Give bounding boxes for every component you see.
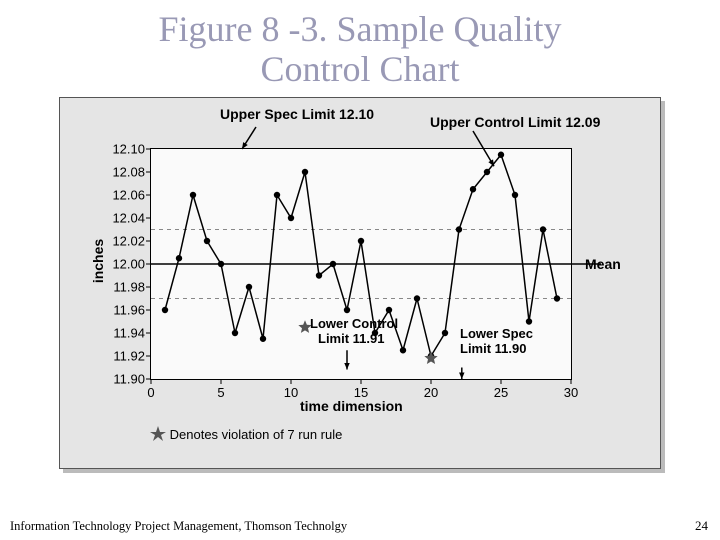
y-tick-label: 11.94 bbox=[113, 326, 145, 341]
x-axis-label: time dimension bbox=[300, 398, 403, 414]
ann-lcl1: Lower Control bbox=[310, 316, 398, 331]
page-number: 24 bbox=[695, 518, 708, 534]
title-line2: Control Chart bbox=[261, 49, 460, 89]
x-tick-label: 5 bbox=[217, 385, 224, 400]
star-icon bbox=[150, 426, 166, 442]
x-tick-label: 10 bbox=[284, 385, 298, 400]
ann-lcl2: Limit 11.91 bbox=[318, 331, 384, 346]
y-tick-label: 12.00 bbox=[112, 257, 145, 272]
y-tick-label: 12.02 bbox=[112, 234, 145, 249]
y-tick-label: 11.98 bbox=[113, 280, 145, 295]
ann-lsl1: Lower Spec bbox=[460, 326, 533, 341]
footer-text: Information Technology Project Managemen… bbox=[10, 519, 347, 534]
y-tick-label: 12.06 bbox=[112, 188, 145, 203]
ann-lsl2: Limit 11.90 bbox=[460, 341, 526, 356]
ann-ucl: Upper Control Limit 12.09 bbox=[430, 114, 600, 130]
ann-usl: Upper Spec Limit 12.10 bbox=[220, 106, 374, 122]
page-title: Figure 8 -3. Sample Quality Control Char… bbox=[0, 0, 720, 97]
y-tick-label: 11.96 bbox=[113, 303, 145, 318]
x-tick-label: 25 bbox=[494, 385, 508, 400]
x-tick-label: 30 bbox=[564, 385, 578, 400]
x-tick-label: 20 bbox=[424, 385, 438, 400]
figure-panel: Upper Spec Limit 12.10 Upper Control Lim… bbox=[59, 97, 661, 469]
y-axis-label: inches bbox=[90, 239, 106, 283]
y-tick-label: 11.90 bbox=[113, 372, 145, 387]
legend: Denotes violation of 7 run rule bbox=[150, 426, 342, 442]
y-tick-label: 12.04 bbox=[112, 211, 145, 226]
y-tick-label: 12.10 bbox=[112, 142, 145, 157]
title-line1: Figure 8 -3. Sample Quality bbox=[159, 9, 562, 49]
x-tick-label: 0 bbox=[147, 385, 154, 400]
y-tick-label: 11.92 bbox=[113, 349, 145, 364]
legend-text: Denotes violation of 7 run rule bbox=[170, 427, 343, 442]
ann-mean: Mean bbox=[585, 256, 621, 272]
y-tick-label: 12.08 bbox=[112, 165, 145, 180]
